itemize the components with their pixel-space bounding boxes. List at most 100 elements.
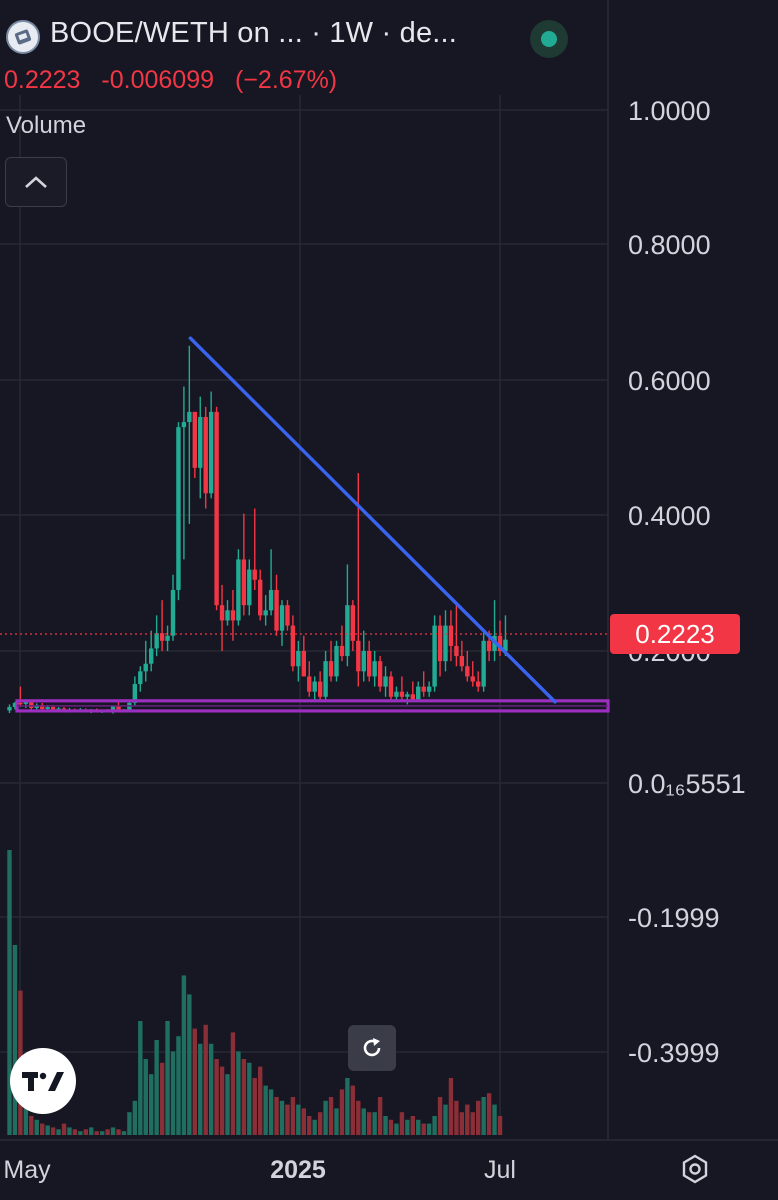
candle-body	[317, 681, 323, 697]
reset-icon	[363, 1038, 381, 1057]
candle-body	[367, 651, 372, 677]
volume-bar	[426, 1123, 432, 1135]
candle-body	[486, 640, 492, 651]
candle-body	[274, 589, 279, 631]
volume-bar	[323, 1100, 328, 1135]
volume-bar	[388, 1119, 394, 1135]
chevron-up-icon	[25, 176, 47, 188]
candle-body	[170, 589, 176, 636]
candle-body	[56, 708, 61, 710]
candle-body	[405, 694, 410, 697]
volume-indicator-label[interactable]: Volume	[6, 112, 87, 139]
candle-body	[350, 605, 356, 641]
volume-bar	[317, 1112, 323, 1135]
volume-bar	[486, 1093, 492, 1135]
volume-bar	[492, 1104, 497, 1135]
volume-bar	[394, 1123, 399, 1135]
volume-bar	[170, 1051, 176, 1135]
candle-body	[236, 559, 241, 621]
candle-body	[203, 416, 208, 494]
volume-bar	[99, 1131, 105, 1135]
candle-body	[497, 635, 503, 651]
candle-body	[50, 706, 56, 710]
volume-bar	[470, 1112, 475, 1135]
collapse-button[interactable]	[5, 157, 67, 207]
time-axis-label: 2025	[270, 1156, 326, 1184]
candle-body	[481, 640, 486, 687]
price-axis[interactable]: 1.00000.80000.60000.40000.20000.0₁₆5551-…	[628, 96, 746, 1068]
volume-bar	[110, 1127, 116, 1135]
candle-body	[252, 569, 257, 580]
candle-body	[372, 661, 377, 677]
volume-bar	[214, 1059, 219, 1135]
symbol-title[interactable]: BOOE/WETH on ... · 1W · de...	[50, 17, 458, 49]
volume-bar	[159, 1062, 165, 1135]
last-price-tag: 0.2223	[610, 614, 740, 654]
volume-bar	[154, 1040, 159, 1135]
candle-body	[383, 676, 388, 687]
price-axis-label: 0.6000	[628, 366, 711, 396]
volume-bar	[448, 1078, 454, 1135]
candle-body	[241, 559, 247, 606]
candle-body	[132, 684, 138, 703]
volume-bar	[78, 1131, 83, 1135]
volume-bar	[203, 1024, 208, 1135]
volume-bar	[437, 1097, 443, 1135]
candle-body	[219, 605, 225, 621]
volume-bar	[497, 1116, 503, 1135]
candle-body	[323, 661, 328, 697]
candle-body	[454, 645, 459, 657]
tradingview-logo-icon[interactable]	[10, 1048, 76, 1114]
candle-body	[432, 625, 437, 687]
volume-bar	[230, 1032, 236, 1135]
candle-body	[7, 706, 12, 711]
volume-bar	[263, 1085, 268, 1135]
candle-body	[110, 705, 116, 713]
volume-bar	[149, 1074, 154, 1135]
settings-icon	[682, 1154, 708, 1184]
volume-bar	[94, 1131, 99, 1135]
drawings[interactable]	[0, 336, 610, 713]
volume-bar	[165, 1021, 170, 1135]
candle-body	[416, 686, 421, 700]
volume-bar	[279, 1100, 285, 1135]
volume-bar	[29, 1116, 34, 1135]
candle-body	[208, 411, 214, 494]
volume-bar	[481, 1097, 486, 1135]
reset-chart-button[interactable]	[348, 1025, 396, 1071]
symbol-logo-icon[interactable]	[6, 20, 40, 54]
volume-bar	[40, 1123, 45, 1135]
volume-bar	[105, 1129, 110, 1135]
candle-body	[12, 702, 18, 707]
candle-body	[410, 694, 415, 700]
time-axis[interactable]: May 2025 Jul	[3, 1156, 516, 1184]
candle-body	[18, 702, 23, 705]
candle-body	[29, 701, 34, 708]
volume-bar	[192, 1028, 197, 1135]
time-axis-label: Jul	[484, 1156, 516, 1184]
candle-body	[159, 633, 165, 641]
volume-bar	[356, 1100, 361, 1135]
volume-bar	[176, 1036, 181, 1135]
volume-bar	[383, 1116, 388, 1135]
candle-body	[307, 676, 312, 692]
candle-body	[334, 645, 339, 677]
candle-body	[356, 640, 361, 672]
candlesticks	[7, 345, 508, 714]
volume-bar	[296, 1104, 301, 1135]
candle-body	[154, 633, 159, 649]
candle-body	[23, 701, 29, 704]
volume-bar	[258, 1066, 263, 1135]
volume-bar	[312, 1119, 317, 1135]
candle-body	[421, 686, 426, 692]
candle-body	[339, 645, 345, 657]
price-change: -0.006099	[101, 66, 215, 94]
volume-bar	[465, 1104, 470, 1135]
volume-bar	[241, 1059, 247, 1135]
market-status-icon[interactable]	[530, 20, 568, 58]
chart-settings-button[interactable]	[676, 1150, 714, 1188]
volume-bar	[187, 994, 192, 1135]
volume-bar	[89, 1127, 94, 1135]
volume-bar	[454, 1100, 459, 1135]
